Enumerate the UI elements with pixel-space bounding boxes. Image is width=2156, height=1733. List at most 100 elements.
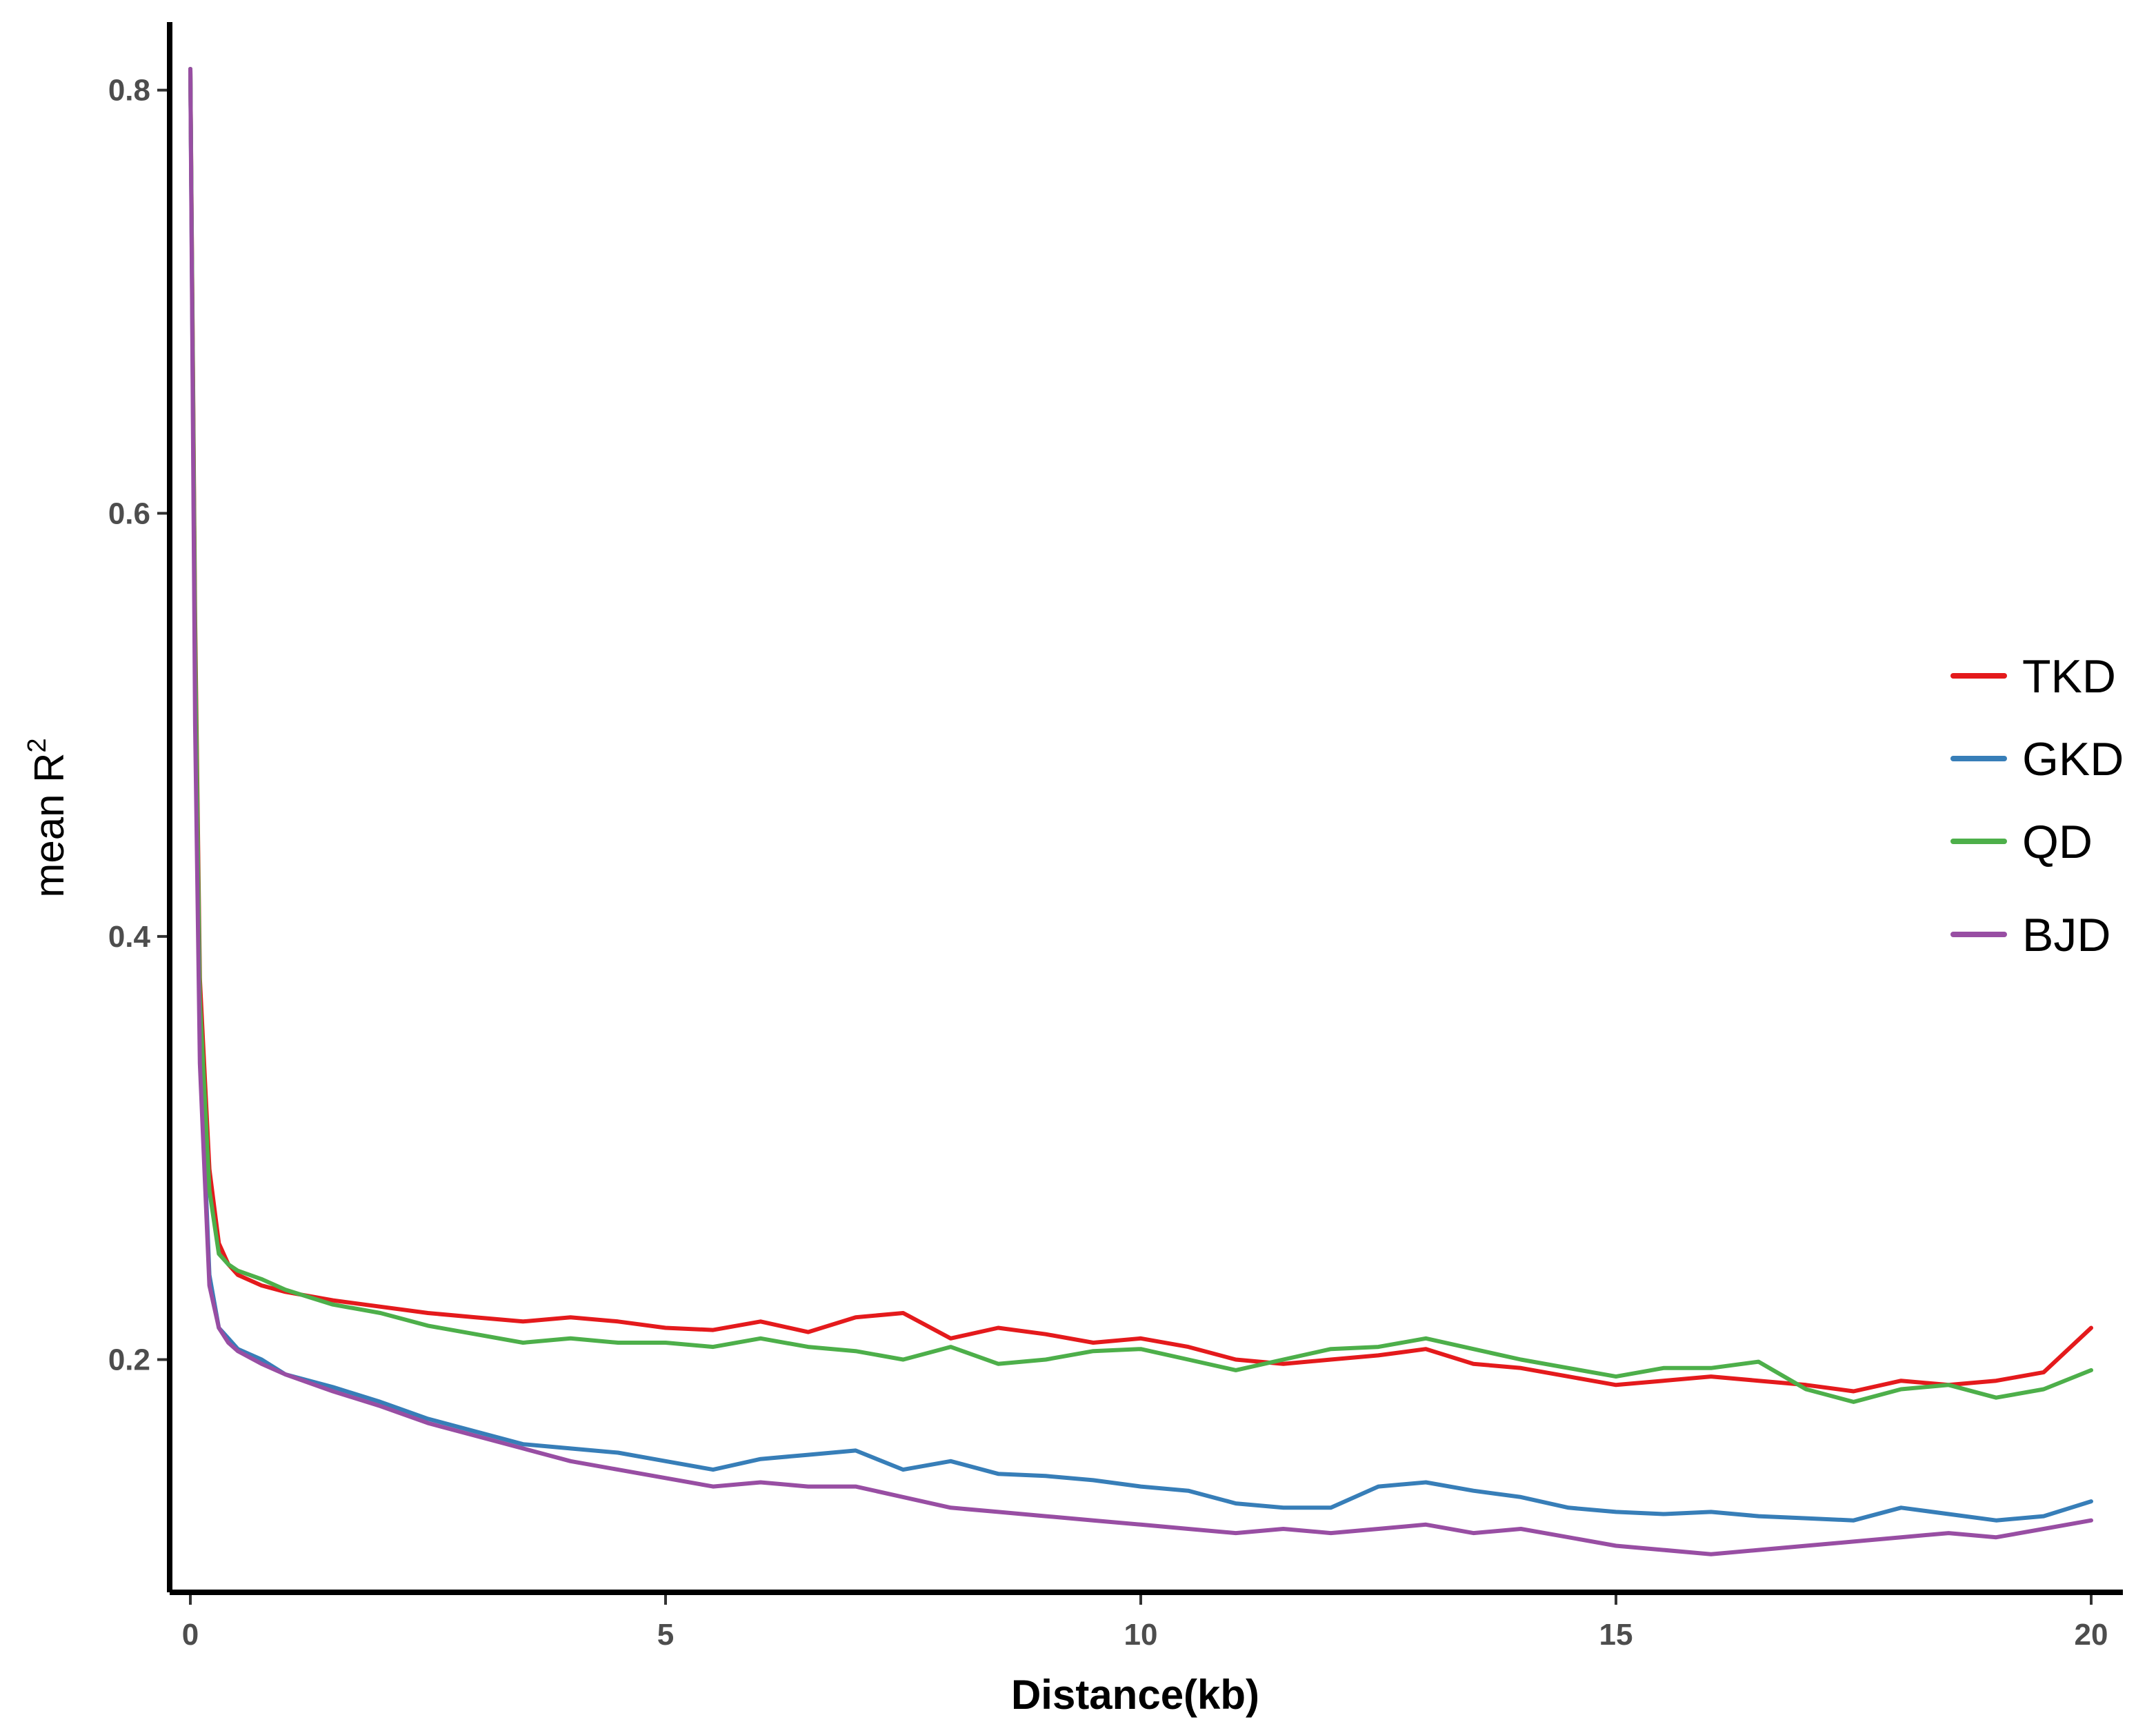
data-point-bjd — [1283, 1528, 1284, 1530]
data-point-bjd — [237, 1350, 239, 1352]
data-point-qd — [1378, 1346, 1379, 1348]
data-point-gkd — [380, 1401, 381, 1403]
data-point-qd — [1473, 1348, 1474, 1350]
data-point-tkd — [950, 1338, 951, 1339]
x-tick-label: 5 — [657, 1618, 674, 1652]
data-point-qd — [1853, 1401, 1854, 1403]
data-point-qd — [228, 1264, 229, 1265]
data-point-tkd — [380, 1306, 381, 1308]
data-point-bjd — [903, 1496, 904, 1498]
data-point-qd — [1615, 1376, 1617, 1377]
data-point-qd — [903, 1359, 904, 1360]
x-tick-label: 10 — [1124, 1618, 1158, 1652]
data-point-bjd — [2090, 1520, 2092, 1521]
y-tick-label: 0.8 — [108, 74, 150, 108]
data-point-qd — [712, 1346, 714, 1348]
data-point-bjd — [1235, 1532, 1237, 1534]
data-point-qd — [237, 1270, 239, 1272]
data-point-bjd — [332, 1391, 334, 1392]
data-point-qd — [332, 1304, 334, 1305]
data-point-gkd — [1473, 1490, 1474, 1492]
data-point-tkd — [570, 1316, 571, 1318]
data-point-qd — [1995, 1397, 1997, 1399]
legend-label-qd: QD — [2022, 816, 2093, 868]
data-point-gkd — [261, 1359, 262, 1360]
data-point-qd — [380, 1312, 381, 1314]
data-point-gkd — [855, 1450, 857, 1451]
data-point-tkd — [1853, 1391, 1854, 1392]
data-point-bjd — [1092, 1520, 1094, 1521]
data-point-tkd — [903, 1312, 904, 1314]
legend: TKD GKD QD BJD — [1950, 650, 2124, 961]
data-point-bjd — [190, 68, 191, 70]
x-tick-label: 20 — [2075, 1618, 2108, 1652]
data-point-qd — [855, 1350, 857, 1352]
data-point-gkd — [1995, 1520, 1997, 1521]
data-point-bjd — [261, 1363, 262, 1365]
data-point-gkd — [1283, 1507, 1284, 1508]
axis-layer — [167, 22, 2123, 1595]
data-point-qd — [1092, 1350, 1094, 1352]
data-point-bjd — [380, 1405, 381, 1407]
data-point-tkd — [760, 1321, 761, 1322]
data-point-qd — [950, 1346, 951, 1348]
data-point-qd — [1283, 1359, 1284, 1360]
data-point-gkd — [1092, 1479, 1094, 1481]
data-point-tkd — [332, 1300, 334, 1301]
data-point-tkd — [617, 1321, 619, 1322]
y-axis-title-superscript: 2 — [23, 738, 52, 752]
data-point-bjd — [1330, 1532, 1332, 1534]
data-point-tkd — [1330, 1359, 1332, 1360]
data-point-tkd — [1473, 1363, 1474, 1365]
data-point-bjd — [855, 1486, 857, 1487]
data-point-bjd — [1473, 1532, 1474, 1534]
data-point-qd — [997, 1363, 999, 1365]
data-point-bjd — [1615, 1545, 1617, 1546]
data-point-gkd — [475, 1431, 476, 1432]
legend-label-tkd: TKD — [2022, 650, 2116, 703]
data-point-qd — [209, 1190, 210, 1191]
data-point-gkd — [570, 1447, 571, 1449]
y-tick-label: 0.2 — [108, 1343, 150, 1377]
data-point-gkd — [228, 1338, 229, 1339]
data-point-gkd — [1235, 1503, 1237, 1504]
data-point-gkd — [1900, 1507, 1902, 1508]
data-point-tkd — [237, 1274, 239, 1276]
data-point-bjd — [1568, 1536, 1569, 1538]
data-point-tkd — [475, 1316, 476, 1318]
data-point-bjd — [1378, 1528, 1379, 1530]
data-point-bjd — [209, 1285, 210, 1286]
data-point-gkd — [1330, 1507, 1332, 1508]
data-point-bjd — [760, 1482, 761, 1483]
data-point-gkd — [1853, 1520, 1854, 1521]
data-point-qd — [1330, 1348, 1332, 1350]
data-point-gkd — [2090, 1501, 2092, 1502]
legend-label-bjd: BJD — [2022, 909, 2110, 961]
series-layer — [188, 67, 2093, 1556]
tick-layer: 0 5 10 15 20 0.2 0.4 0.6 0.8 — [108, 74, 2108, 1652]
data-point-bjd — [1948, 1532, 1949, 1534]
y-axis-title-main: mean R — [26, 753, 72, 898]
data-point-bjd — [1900, 1536, 1902, 1538]
data-point-gkd — [617, 1452, 619, 1453]
legend-label-gkd: GKD — [2022, 733, 2124, 785]
data-point-gkd — [1378, 1486, 1379, 1487]
data-point-tkd — [261, 1285, 262, 1286]
data-point-tkd — [855, 1316, 857, 1318]
data-point-qd — [760, 1338, 761, 1339]
data-point-gkd — [1568, 1507, 1569, 1508]
data-point-qd — [1758, 1361, 1759, 1363]
data-point-bjd — [712, 1486, 714, 1487]
y-tick-label: 0.4 — [108, 920, 151, 954]
x-axis-title: Distance(kb) — [1011, 1672, 1259, 1718]
y-axis-title: mean R2 — [23, 738, 72, 897]
data-point-bjd — [199, 1063, 201, 1064]
data-point-bjd — [285, 1374, 286, 1375]
data-point-qd — [1900, 1389, 1902, 1390]
data-point-bjd — [1853, 1541, 1854, 1542]
data-point-tkd — [1710, 1376, 1712, 1377]
data-point-tkd — [1235, 1359, 1237, 1360]
data-point-bjd — [1995, 1536, 1997, 1538]
data-point-bjd — [950, 1507, 951, 1508]
